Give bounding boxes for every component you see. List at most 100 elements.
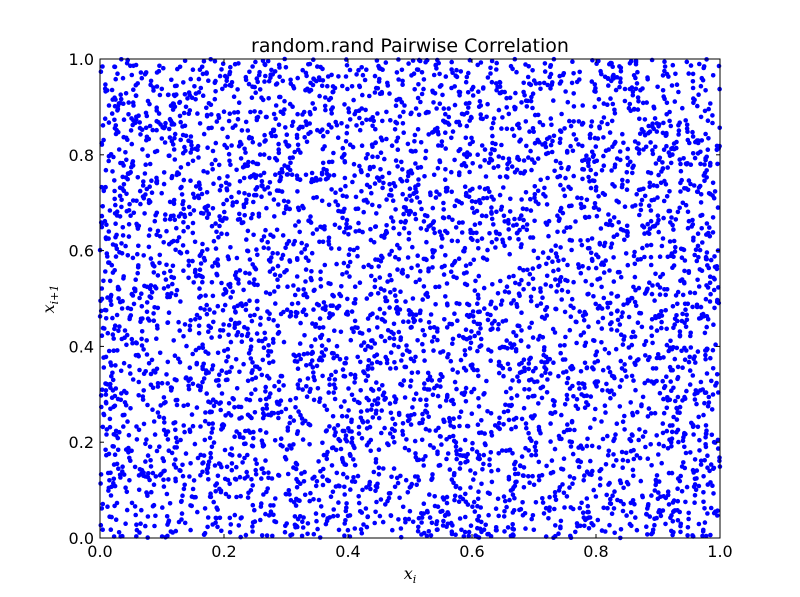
data-point <box>560 482 565 487</box>
data-point <box>667 109 672 115</box>
data-point <box>258 315 263 321</box>
data-point <box>604 492 609 498</box>
data-point <box>345 527 351 533</box>
data-point <box>450 433 456 439</box>
data-point <box>155 326 160 331</box>
data-point <box>416 112 422 118</box>
data-point <box>496 322 501 327</box>
data-point <box>168 213 174 219</box>
data-point <box>651 126 656 132</box>
data-point <box>633 287 638 293</box>
data-point <box>438 384 443 389</box>
data-point <box>494 60 500 66</box>
data-point <box>273 496 278 501</box>
data-point <box>702 458 707 463</box>
data-point <box>400 167 405 172</box>
data-point <box>569 439 575 445</box>
data-point <box>692 482 698 487</box>
data-point <box>467 188 473 193</box>
data-point <box>662 64 668 69</box>
data-point <box>489 429 494 435</box>
data-point <box>633 362 638 368</box>
data-point <box>227 369 232 375</box>
data-point <box>436 463 442 468</box>
data-point <box>367 184 373 190</box>
data-point <box>263 430 269 435</box>
data-point <box>517 227 522 233</box>
data-point <box>319 198 325 204</box>
data-point <box>613 139 618 145</box>
data-point <box>303 267 309 272</box>
data-point <box>415 528 421 534</box>
data-point <box>343 183 348 189</box>
data-point <box>617 322 623 327</box>
data-point <box>301 205 306 211</box>
data-point <box>469 135 474 141</box>
data-point <box>187 323 193 329</box>
data-point <box>326 239 331 244</box>
data-point <box>418 268 423 274</box>
data-point <box>558 518 564 524</box>
data-point <box>426 132 432 137</box>
data-point <box>372 354 377 359</box>
data-point <box>463 135 469 141</box>
data-point <box>519 310 524 316</box>
data-point <box>315 386 321 391</box>
data-point <box>230 396 235 401</box>
data-point <box>463 459 468 465</box>
data-point <box>369 402 375 408</box>
data-point <box>403 299 408 304</box>
data-point <box>527 271 533 277</box>
data-point <box>370 388 376 393</box>
data-point <box>487 231 492 236</box>
data-point <box>547 494 552 500</box>
data-point <box>178 165 184 170</box>
data-point <box>668 253 674 259</box>
data-point <box>320 440 325 446</box>
data-point <box>640 223 645 228</box>
data-point <box>295 300 301 306</box>
data-point <box>611 279 617 284</box>
data-point <box>437 434 443 439</box>
data-point <box>341 260 347 266</box>
data-point <box>639 402 644 407</box>
data-point <box>489 468 494 474</box>
data-point <box>154 70 160 75</box>
data-point <box>495 164 501 169</box>
data-point <box>574 397 580 402</box>
data-point <box>237 268 243 273</box>
data-point <box>347 513 353 518</box>
data-point <box>589 521 594 526</box>
data-point <box>710 120 715 126</box>
data-point <box>649 317 655 322</box>
data-point <box>333 190 338 195</box>
data-point <box>221 201 226 207</box>
data-point <box>103 388 109 393</box>
data-point <box>263 336 268 342</box>
data-point <box>572 427 577 433</box>
data-point <box>228 295 233 300</box>
data-point <box>194 361 199 367</box>
data-point <box>640 86 645 91</box>
data-point <box>580 103 585 108</box>
data-point <box>257 152 263 157</box>
data-point <box>112 393 118 399</box>
data-point <box>149 489 154 495</box>
data-point <box>189 142 194 148</box>
data-point <box>532 184 538 189</box>
data-point <box>406 308 412 313</box>
data-point <box>685 137 691 143</box>
data-point <box>365 373 371 379</box>
data-point <box>640 100 646 106</box>
data-point <box>677 332 683 338</box>
data-point <box>440 349 446 354</box>
data-point <box>397 114 403 119</box>
data-point <box>387 335 393 341</box>
data-point <box>549 458 555 463</box>
data-point <box>661 443 666 449</box>
data-point <box>205 170 210 175</box>
data-point <box>706 136 711 141</box>
data-point <box>227 158 232 164</box>
data-point <box>417 277 422 283</box>
data-point <box>635 320 641 326</box>
